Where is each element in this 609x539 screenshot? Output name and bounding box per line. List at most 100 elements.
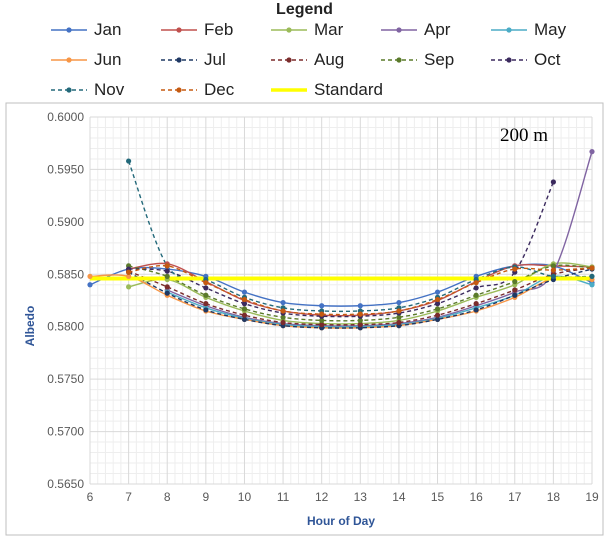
x-tick-label: 6 <box>87 490 94 504</box>
legend-marker-jul <box>176 57 182 63</box>
data-point-oct <box>241 301 248 307</box>
data-point-sep <box>241 306 248 312</box>
legend-label-aug: Aug <box>314 50 345 69</box>
legend-item-nov: Nov <box>50 80 124 100</box>
x-tick-label: 16 <box>469 490 483 504</box>
data-point-dec <box>473 280 479 286</box>
y-tick-label: 0.5800 <box>47 320 84 334</box>
legend-label-jan: Jan <box>94 20 122 39</box>
data-point-jul <box>164 290 170 296</box>
data-point-jul <box>473 307 479 313</box>
legend-swatch-aug <box>271 57 307 63</box>
legend-marker-dec <box>176 87 182 93</box>
legend-item-aug: Aug <box>270 50 344 70</box>
legend-item-sep: Sep <box>380 50 454 70</box>
data-point-dec <box>357 311 363 317</box>
data-point-sep <box>512 279 518 285</box>
data-point-aug <box>164 284 170 290</box>
data-point-sep <box>280 314 286 320</box>
data-point-jan <box>396 299 402 306</box>
y-axis-title: Albedo <box>23 306 37 347</box>
legend-swatch-may <box>491 27 527 33</box>
x-tick-label: 17 <box>508 490 522 504</box>
chart-annotation: 200 m <box>500 125 548 146</box>
data-point-aug <box>473 301 479 307</box>
y-tick-label: 0.5750 <box>47 372 84 386</box>
legend-label-nov: Nov <box>94 80 125 99</box>
series-points <box>87 149 595 331</box>
legend-swatch-oct <box>491 57 527 63</box>
data-point-dec <box>319 311 325 317</box>
data-point-nov <box>550 273 556 279</box>
legend-swatch-dec <box>161 87 197 93</box>
data-point-mar <box>126 284 132 290</box>
data-point-oct <box>473 285 479 291</box>
legend-marker-jan <box>66 27 72 33</box>
x-tick-label: 18 <box>547 490 561 504</box>
data-point-sep <box>357 317 363 324</box>
legend-swatch-sep <box>381 57 417 63</box>
data-point-oct <box>203 285 209 291</box>
series-line-jun <box>89 274 593 329</box>
legend-marker-aug <box>286 57 292 63</box>
data-point-aug <box>434 312 441 318</box>
legend-item-dec: Dec <box>160 80 234 100</box>
data-point-dec <box>550 267 556 273</box>
legend-label-may: May <box>534 20 567 39</box>
data-point-jun <box>126 273 132 279</box>
data-point-jul <box>512 292 518 298</box>
x-tick-label: 14 <box>392 490 406 504</box>
legend-label-mar: Mar <box>314 20 344 39</box>
x-tick-label: 11 <box>277 490 290 504</box>
legend-marker-sep <box>396 57 402 63</box>
data-point-aug <box>357 322 363 328</box>
legend-item-feb: Feb <box>160 20 233 40</box>
legend-label-apr: Apr <box>424 20 451 39</box>
data-point-sep <box>396 314 402 320</box>
legend-title: Legend <box>276 1 333 18</box>
legend-label-feb: Feb <box>204 20 234 39</box>
data-point-aug <box>280 319 286 326</box>
legend-label-jul: Jul <box>204 50 226 69</box>
data-point-jul <box>241 316 248 322</box>
legend-label-dec: Dec <box>204 80 235 99</box>
data-point-apr <box>589 149 595 155</box>
legend-label-sep: Sep <box>424 50 455 69</box>
data-point-dec <box>512 266 518 272</box>
data-point-dec <box>280 308 286 314</box>
data-point-dec <box>126 269 132 275</box>
data-point-nov <box>126 158 132 164</box>
data-point-jul <box>203 307 209 313</box>
legend-swatch-jan <box>51 27 87 33</box>
x-tick-label: 9 <box>203 490 210 504</box>
y-tick-label: 0.5700 <box>47 425 84 439</box>
legend-swatch-jun <box>51 57 87 63</box>
legend-item-apr: Apr <box>380 20 450 40</box>
x-axis-ticks: 6 7 8 9 10 11 12 13 14 15 16 17 18 19 <box>87 490 599 504</box>
y-axis-ticks: 0.5650 0.5700 0.5750 0.5800 0.5850 0.5900 0.59… <box>47 110 84 491</box>
data-point-dec <box>203 280 209 286</box>
y-tick-label: 0.6000 <box>47 110 84 124</box>
x-tick-label: 8 <box>164 490 171 504</box>
data-point-sep <box>473 292 479 298</box>
y-tick-label: 0.5950 <box>47 162 84 176</box>
data-point-oct <box>550 179 556 185</box>
data-point-jan <box>87 282 93 288</box>
data-point-oct <box>164 268 170 274</box>
data-point-jan <box>241 289 248 295</box>
data-point-jan <box>357 303 363 309</box>
x-tick-label: 15 <box>431 490 445 504</box>
data-point-dec <box>396 308 402 314</box>
data-point-sep <box>319 317 325 324</box>
legend-item-jan: Jan <box>50 20 121 40</box>
data-point-aug <box>512 287 518 293</box>
legend-swatch-apr <box>381 27 417 33</box>
x-tick-label: 10 <box>238 490 252 504</box>
data-point-sep <box>164 273 170 279</box>
data-point-aug <box>396 319 402 326</box>
data-point-jan <box>280 299 286 306</box>
x-tick-label: 19 <box>585 490 599 504</box>
legend-marker-may <box>506 27 512 33</box>
legend-item-standard: Standard <box>270 80 383 100</box>
legend-swatch-jul <box>161 57 197 63</box>
